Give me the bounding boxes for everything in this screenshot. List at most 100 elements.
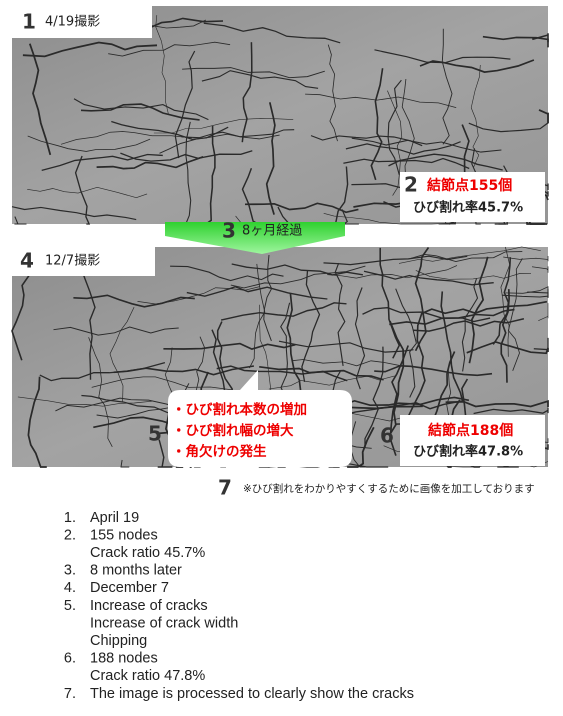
- nodes: 結節点188個: [428, 422, 513, 439]
- ratio: ひび割れ率45.7%: [413, 200, 523, 216]
- crack: [74, 155, 91, 225]
- list-marker: 4.: [64, 580, 76, 596]
- crack: [182, 67, 325, 79]
- crack: [27, 135, 151, 152]
- crack: [216, 321, 235, 404]
- crack: [323, 255, 468, 266]
- arrow-label: 8ヶ月経過: [242, 224, 302, 239]
- number: 5: [148, 422, 162, 446]
- arrow: [165, 222, 345, 254]
- crack: [334, 262, 346, 366]
- crack: [157, 439, 173, 468]
- crack: [339, 396, 470, 407]
- crack: [395, 288, 417, 398]
- crack: [461, 278, 479, 372]
- crack: [216, 365, 348, 382]
- list-marker: 3.: [64, 563, 76, 579]
- crack: [470, 64, 481, 168]
- crack: [278, 340, 414, 353]
- crack: [497, 464, 519, 468]
- crack: [468, 112, 549, 133]
- list-text: 188 nodes: [90, 651, 158, 667]
- crack: [410, 251, 523, 262]
- crack: [310, 135, 423, 147]
- crack: [41, 153, 163, 172]
- bubble-line: ・ひび割れ本数の増加: [172, 401, 307, 418]
- crack: [354, 287, 366, 390]
- crack: [413, 318, 525, 332]
- callout-box: [400, 415, 545, 466]
- photo-label: 4/19撮影: [45, 14, 100, 30]
- crack: [345, 141, 461, 155]
- label-box: [12, 6, 152, 38]
- crack: [159, 133, 280, 154]
- list-text: 155 nodes: [90, 527, 158, 543]
- list-text: Chipping: [90, 633, 147, 649]
- crack: [466, 341, 549, 355]
- crack: [27, 186, 148, 199]
- list-text: December 7: [90, 580, 169, 596]
- crack: [120, 150, 253, 162]
- number: 1: [22, 10, 36, 34]
- crack: [73, 98, 209, 121]
- crack: [27, 376, 47, 468]
- crack: [482, 35, 549, 48]
- crack: [503, 256, 549, 262]
- crack: [120, 459, 130, 468]
- crack: [531, 266, 549, 273]
- crack: [280, 302, 291, 401]
- crack: [91, 376, 233, 391]
- crack: [398, 246, 541, 264]
- crack: [88, 337, 113, 447]
- list-text: Crack ratio 45.7%: [90, 545, 205, 561]
- crack: [53, 326, 179, 336]
- crack: [186, 285, 328, 300]
- crack: [343, 157, 470, 170]
- crack: [327, 265, 458, 279]
- crack: [113, 365, 255, 376]
- crack: [374, 49, 511, 64]
- crack: [108, 41, 231, 57]
- crack: [362, 307, 491, 323]
- bubble-line: ・ひび割れ幅の増大: [172, 422, 294, 439]
- number: 4: [20, 249, 34, 273]
- ratio: ひび割れ率47.8%: [413, 444, 523, 460]
- list-text: April 19: [90, 510, 139, 526]
- crack: [111, 120, 229, 141]
- label-box: [12, 247, 155, 276]
- crack: [538, 303, 549, 321]
- crack: [327, 44, 338, 142]
- bubble-line: ・角欠けの発生: [172, 443, 267, 460]
- crack: [347, 426, 375, 468]
- crack: [14, 216, 27, 225]
- crack: [374, 364, 493, 377]
- crack: [415, 270, 532, 280]
- crack: [445, 400, 549, 408]
- crack: [301, 270, 321, 383]
- list-marker: 5.: [64, 598, 76, 614]
- crack: [268, 375, 395, 390]
- crack: [96, 156, 204, 170]
- crack: [389, 320, 405, 434]
- crack: [155, 15, 169, 114]
- crack: [389, 345, 409, 456]
- crack: [11, 206, 137, 221]
- speech-bubble: [168, 370, 352, 467]
- list-text: 8 months later: [90, 563, 182, 579]
- crack: [492, 257, 512, 345]
- crack: [203, 22, 341, 44]
- crack: [387, 79, 402, 175]
- number: 3: [222, 219, 236, 243]
- crack: [468, 256, 489, 364]
- list-text: Increase of crack width: [90, 615, 238, 631]
- crack: [388, 153, 503, 171]
- crack: [205, 125, 216, 225]
- crack: [259, 365, 384, 381]
- bubble-text: ・ひび割れ本数の増加・ひび割れ幅の増大・角欠けの発生: [172, 401, 307, 460]
- crack: [183, 121, 192, 225]
- crack: [220, 302, 347, 321]
- crack: [414, 247, 430, 352]
- crack: [241, 42, 253, 143]
- crack: [532, 33, 549, 43]
- crack: [419, 59, 535, 73]
